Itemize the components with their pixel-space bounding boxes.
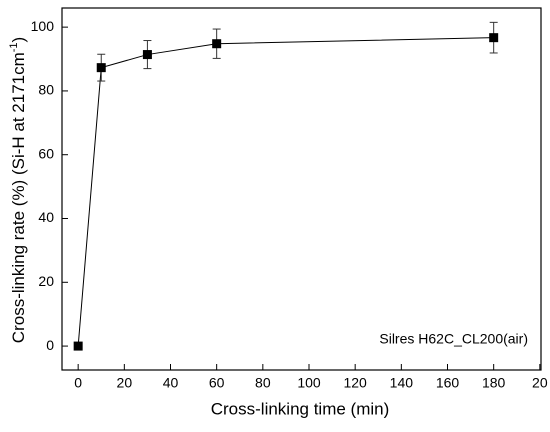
x-axis-label: Cross-linking time (min): [211, 399, 390, 418]
marker: [73, 341, 83, 351]
y-axis-label-sup: -1: [8, 42, 20, 52]
marker: [96, 63, 106, 73]
y-axis-label: Cross-linking rate (%) (Si-H at 2171cm-1…: [8, 37, 29, 343]
y-tick-label: 100: [31, 18, 55, 34]
plot-frame: [61, 7, 542, 371]
y-axis-label-main: Cross-linking rate (%) (Si-H at 2171cm: [9, 52, 28, 343]
y-axis-label-end: ): [9, 37, 28, 43]
y-tick-label: 20: [38, 273, 54, 289]
marker: [489, 33, 499, 43]
x-tick-label: 40: [163, 375, 179, 391]
x-tick-label: 100: [297, 375, 321, 391]
y-tick-label: 60: [38, 145, 54, 161]
x-tick-label: 180: [482, 375, 506, 391]
series-line: [77, 37, 494, 347]
x-tick-label: 0: [74, 375, 82, 391]
marker: [142, 50, 152, 60]
x-tick-label: 20: [532, 375, 548, 391]
x-tick-label: 60: [209, 375, 225, 391]
y-tick-label: 80: [38, 82, 54, 98]
x-tick-label: 80: [255, 375, 271, 391]
x-tick-label: 120: [343, 375, 367, 391]
annotation: Silres H62C_CL200(air): [379, 331, 528, 347]
marker: [212, 39, 222, 49]
x-tick-label: 140: [390, 375, 414, 391]
y-tick-label: 0: [46, 337, 54, 353]
x-tick-label: 20: [117, 375, 133, 391]
y-tick-label: 40: [38, 209, 54, 225]
x-tick-label: 160: [436, 375, 460, 391]
